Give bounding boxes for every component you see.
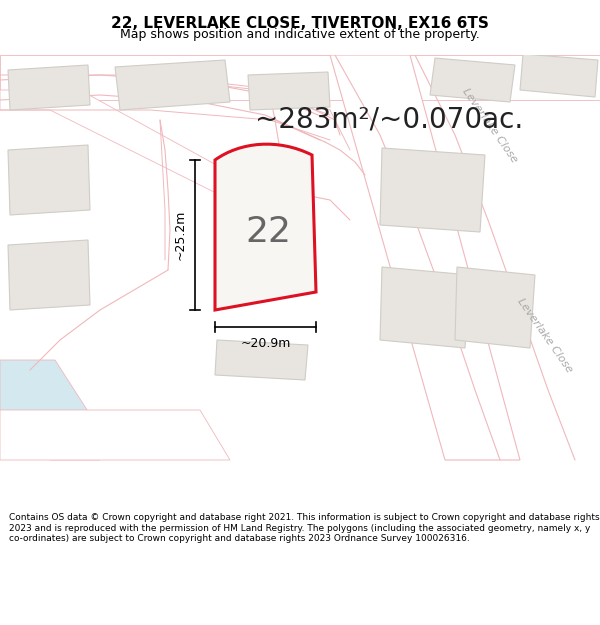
Text: Leverlake Close: Leverlake Close [461,86,520,164]
Text: Map shows position and indicative extent of the property.: Map shows position and indicative extent… [120,28,480,41]
Text: ~25.2m: ~25.2m [174,210,187,260]
Polygon shape [330,55,520,460]
Polygon shape [430,58,515,102]
Text: ~283m²/~0.070ac.: ~283m²/~0.070ac. [255,106,523,134]
PathPatch shape [215,144,316,310]
Polygon shape [0,90,280,220]
Polygon shape [0,410,230,460]
Polygon shape [8,65,90,110]
Text: ~20.9m: ~20.9m [241,337,290,350]
Text: Contains OS data © Crown copyright and database right 2021. This information is : Contains OS data © Crown copyright and d… [9,514,599,543]
Polygon shape [248,72,330,110]
Polygon shape [380,267,470,348]
Polygon shape [520,54,598,97]
Polygon shape [0,360,100,460]
Polygon shape [115,60,230,110]
Polygon shape [380,148,485,232]
Polygon shape [8,240,90,310]
Text: 22, LEVERLAKE CLOSE, TIVERTON, EX16 6TS: 22, LEVERLAKE CLOSE, TIVERTON, EX16 6TS [111,16,489,31]
Polygon shape [8,145,90,215]
Text: 22: 22 [245,215,291,249]
Polygon shape [0,55,600,100]
Polygon shape [215,340,308,380]
Text: Leverlake Close: Leverlake Close [515,296,574,374]
Polygon shape [455,267,535,348]
